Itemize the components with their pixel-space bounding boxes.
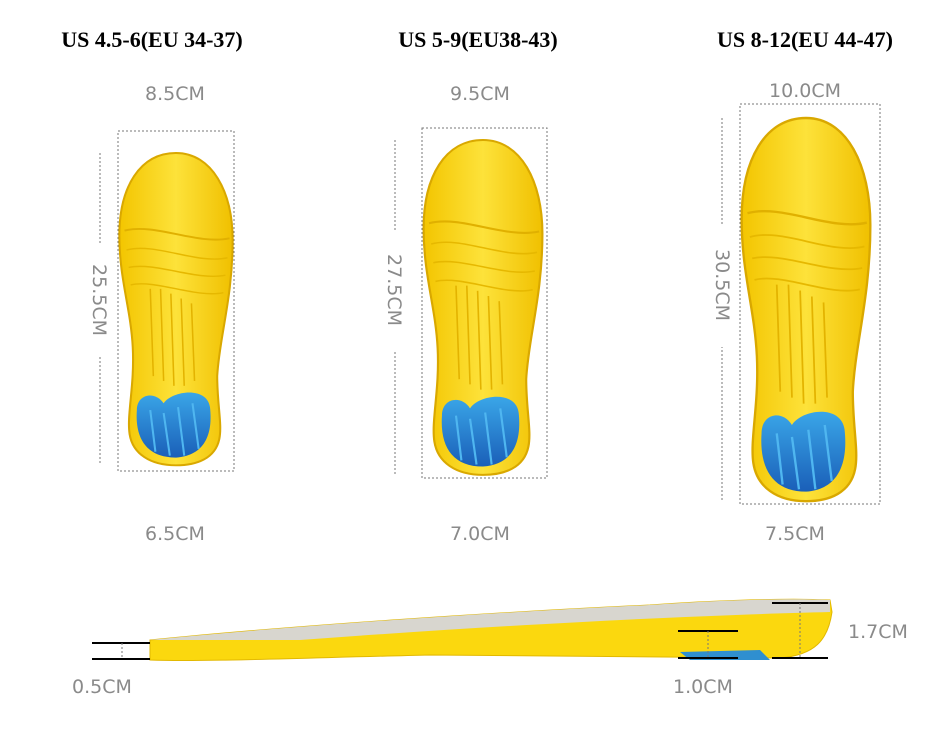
length: 25.5CM xyxy=(88,264,110,336)
length: 30.5CM xyxy=(711,249,733,321)
top-width: 10.0CM xyxy=(769,80,841,102)
arch-thickness: 1.0CM xyxy=(673,676,733,698)
side-top-layer xyxy=(150,599,830,640)
heel-thickness: 1.7CM xyxy=(848,621,908,643)
insole-small xyxy=(118,151,234,467)
toe-thickness: 0.5CM xyxy=(72,676,132,698)
size-title: US 4.5-6(EU 34-37) xyxy=(61,27,243,52)
size-title: US 8-12(EU 44-47) xyxy=(717,27,893,52)
heel-width: 7.0CM xyxy=(450,523,510,545)
label-bg xyxy=(382,232,406,350)
label-bg xyxy=(88,245,112,355)
guide-box xyxy=(117,130,235,472)
label-bg xyxy=(710,225,734,347)
size-title: US 5-9(EU38-43) xyxy=(398,27,558,52)
length: 27.5CM xyxy=(383,254,405,326)
top-width: 8.5CM xyxy=(145,83,205,105)
guide-box xyxy=(739,103,881,505)
top-width: 9.5CM xyxy=(450,83,510,105)
heel-width: 7.5CM xyxy=(765,523,825,545)
insole-large xyxy=(740,116,872,503)
insole-medium xyxy=(422,138,544,476)
heel-width: 6.5CM xyxy=(145,523,205,545)
guide-box xyxy=(421,127,548,479)
